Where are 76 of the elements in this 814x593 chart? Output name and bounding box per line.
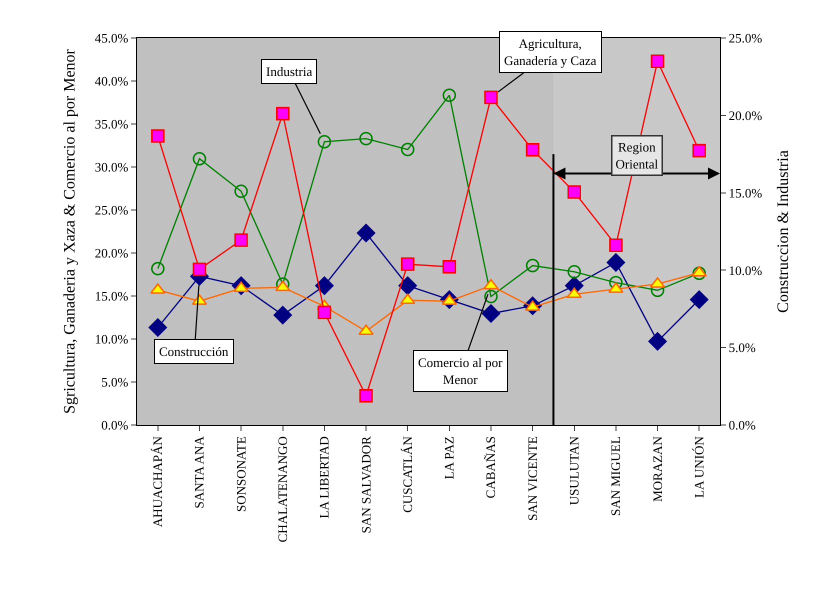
point [609,276,623,290]
band-label: Region Oriental [616,140,658,172]
point [276,106,290,120]
y-tick-label: 10.0% [94,332,129,347]
point [400,142,414,156]
point [148,318,168,337]
series-label: Agricultura, Ganadería y Caza [504,36,597,68]
point [234,184,248,198]
point [442,88,456,102]
x-tick-label: USULUTAN [566,436,582,506]
point [526,258,540,272]
point [690,290,708,309]
x-tick-label: LA LIBERTAD [316,436,332,519]
x-tick-label: MORAZAN [650,436,665,502]
x-tick-label: SAN SALVADOR [358,436,374,534]
point [566,288,582,298]
x-tick-label: CUSCATLÁN [400,436,415,513]
point [526,143,540,157]
x-tick-label: SAN MIGUEL [608,436,624,516]
series-label: Construcción [159,344,229,359]
x-tick-label: SANTA ANA [192,436,207,508]
x-tick-label: LA UNIÓN [691,436,706,498]
point [318,306,332,320]
x-tick-label: AHUACHAPÁN [150,436,166,528]
point [275,280,290,292]
y-axis-title: Sgricultura, Ganaderia y Xaza & Comercio al por Menor [62,48,79,414]
point [356,224,376,242]
y2-tick-label: 10.0% [728,262,762,278]
point [692,266,707,277]
point [484,90,498,104]
y2-tick-label: 5.0% [728,340,756,356]
point [568,265,581,278]
point [400,294,416,304]
text: Comercio al por Menor [418,355,504,387]
point [359,132,373,146]
point [192,262,206,276]
point [692,266,706,280]
point [484,290,498,304]
y-tick-label: 5.0% [101,374,129,390]
y2-axis-title: Construccion & Industria [775,150,792,313]
x-tick-label: SONSONATE [233,436,248,512]
point [442,260,456,274]
point [151,262,165,276]
point [648,332,667,351]
point [150,283,166,294]
x-tick-label: CHALATENANGO [274,436,290,542]
y2-tick-label: 15.0% [728,185,762,200]
point [151,129,165,143]
point [234,233,248,247]
point [274,306,292,324]
y-tick-label: 40.0% [94,74,129,89]
y2-tick-label: 25.0% [728,30,762,46]
y2-tick-label: 0.0% [728,418,756,433]
x-tick-label: SAN VICENTE [524,436,540,521]
y-tick-label: 45.0% [94,30,129,46]
y-tick-label: 25.0% [94,202,129,218]
y-tick-label: 35.0% [94,116,129,132]
y2-tick-label: 20.0% [728,108,762,123]
point [192,152,206,166]
y-tick-label: 15.0% [94,288,129,304]
point [318,134,332,148]
point [606,253,626,272]
point [315,276,334,295]
y-tick-label: 0.0% [101,418,129,433]
point [650,54,664,68]
point [568,185,581,199]
text: Industria [266,64,312,79]
y-tick-label: 20.0% [94,246,129,261]
x-tick-label: CABAÑAS [483,436,498,498]
point [400,257,414,271]
point [482,304,500,323]
point [609,238,623,252]
y-tick-label: 30.0% [94,160,129,175]
point [398,276,417,295]
x-tick-label: LA PAZ [442,436,457,480]
point [692,144,706,158]
